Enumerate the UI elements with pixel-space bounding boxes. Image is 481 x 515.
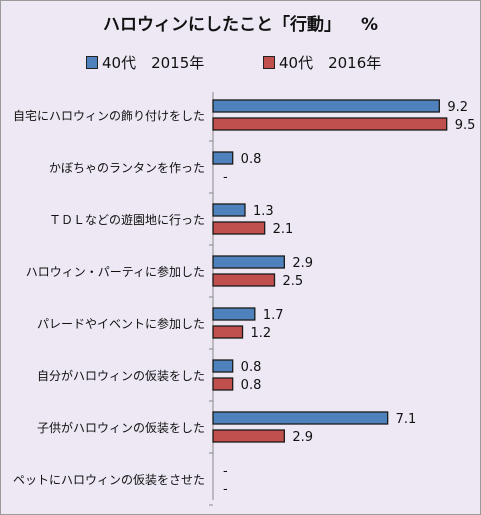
category-label: かぼちゃのランタンを作った	[49, 161, 205, 175]
legend-item-2016: 40代 2016年	[263, 52, 381, 73]
bar-2015	[212, 151, 234, 165]
category-label: 自宅にハロウィンの飾り付けをした	[13, 108, 205, 123]
bar-2015	[212, 411, 389, 425]
bar-2015	[212, 99, 440, 113]
data-label-2016: 0.8	[241, 378, 262, 393]
category-label: 自分がハロウィンの仮装をした	[37, 368, 205, 383]
category-label: ＴＤＬなどの遊園地に行った	[49, 212, 205, 227]
category-label: 子供がハロウィンの仮装をした	[37, 420, 205, 435]
data-label-2015: 2.9	[292, 256, 313, 271]
data-label-2016: 2.9	[292, 430, 313, 445]
chart-title: ハロウィンにしたこと「行動」%	[0, 10, 481, 35]
data-label-2015: 9.2	[447, 100, 468, 115]
category-label: パレードやイベントに参加した	[37, 316, 205, 331]
data-label-2015: 0.8	[241, 360, 262, 375]
legend-label-2016: 40代 2016年	[279, 54, 382, 72]
data-label-2016: -	[223, 170, 228, 185]
data-label-2015: 0.8	[241, 152, 262, 167]
category-label: ハロウィン・パーティに参加した	[26, 264, 205, 279]
data-label-2016: 2.5	[283, 274, 304, 289]
chart-title-text: ハロウィンにしたこと「行動」	[102, 15, 341, 35]
chart-unit: %	[360, 15, 379, 35]
bar-2016	[212, 429, 285, 443]
data-label-2015: 1.7	[263, 308, 284, 323]
category-label: ペットにハロウィンの仮装をさせた	[13, 473, 205, 487]
bar-2016	[212, 325, 244, 339]
bar-2015	[212, 307, 256, 321]
data-label-2016: 9.5	[455, 118, 476, 133]
legend-label-2015: 40代 2015年	[102, 54, 205, 72]
bar-2015	[212, 255, 285, 269]
data-label-2016: -	[223, 482, 228, 497]
bar-2016	[212, 117, 448, 131]
legend-item-2015: 40代 2015年	[86, 52, 204, 73]
data-label-2016: 1.2	[251, 326, 272, 341]
legend-swatch-2015	[86, 56, 98, 69]
data-label-2015: -	[223, 464, 228, 479]
bar-2016	[212, 221, 266, 235]
data-label-2015: 7.1	[396, 412, 417, 427]
bar-2015	[212, 359, 234, 373]
data-label-2015: 1.3	[253, 204, 274, 219]
bar-2016	[212, 273, 276, 287]
bar-2015	[212, 203, 246, 217]
bar-2016	[212, 377, 234, 391]
legend-swatch-2016	[263, 56, 275, 69]
data-label-2016: 2.1	[273, 222, 294, 237]
